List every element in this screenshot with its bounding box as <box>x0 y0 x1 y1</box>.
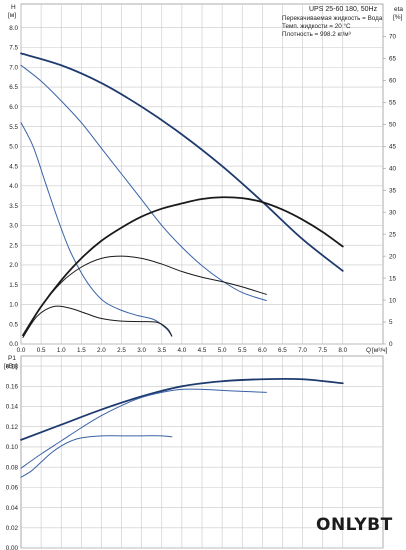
y-right-tick-label: 55 <box>389 100 397 107</box>
power-curve-2 <box>20 435 173 478</box>
x-label: Q <box>366 347 371 354</box>
p1-tick-label: 0.02 <box>6 525 19 532</box>
y-left-tick-label: 3.0 <box>9 223 18 230</box>
y-right-tick-label: 65 <box>389 56 397 63</box>
y-right-tick-label: 50 <box>389 122 397 129</box>
p1-tick-label: 0.00 <box>6 545 19 550</box>
y-right-tick-label: 20 <box>389 253 397 260</box>
x-tick-label: 2.0 <box>97 347 106 354</box>
efficiency-curve-5 <box>22 305 173 338</box>
x-tick-label: 1.0 <box>57 347 66 354</box>
p1-tick-label: 0.08 <box>6 464 19 471</box>
head-chart-grid: 0.0 0.5 1.0 1.5 2.0 2.5 3.0 3.5 4.0 4.5 5.0 5.5 6.0 6… <box>9 3 397 354</box>
note-density: Плотность = 998.2 кг/м³ <box>282 31 351 38</box>
y-left-label: H <box>11 4 16 11</box>
note-fluid: Перекачиваемая жидкость = Вода <box>282 15 383 22</box>
y-right-label: eta <box>394 6 403 13</box>
y-right-tick-label: 35 <box>389 187 397 194</box>
y-left-tick-label: 4.0 <box>9 183 18 190</box>
x-tick-label: 3.5 <box>157 347 166 354</box>
y-left-tick-label: 7.0 <box>9 64 18 71</box>
y-left-tick-label: 3.5 <box>9 203 18 210</box>
y-left-tick-label: 2.0 <box>9 262 18 269</box>
p1-tick-label: 0.14 <box>6 404 19 411</box>
x-tick-label: 4.0 <box>178 347 187 354</box>
p1-tick-label: 0.18 <box>6 363 19 370</box>
x-unit: [м³/ч] <box>372 347 388 354</box>
y-right-tick-label: 15 <box>389 275 397 282</box>
y-right-tick-label: 30 <box>389 209 397 216</box>
p1-tick-label: 0.04 <box>6 505 19 512</box>
y-left-tick-label: 2.5 <box>9 242 18 249</box>
x-tick-label: 7.5 <box>318 347 327 354</box>
y-left-tick-label: 0.0 <box>9 341 18 348</box>
head-curve-2 <box>20 122 173 337</box>
head-curve-1 <box>20 64 267 302</box>
y-left-tick-label: 5.5 <box>9 124 18 131</box>
x-tick-label: 0.0 <box>17 347 26 354</box>
efficiency-curve-3 <box>22 196 344 337</box>
y-right-tick-label: 45 <box>389 144 397 151</box>
y-right-tick-label: 40 <box>389 165 397 172</box>
y-left-tick-label: 0.5 <box>9 321 18 328</box>
y-right-tick-label: 0 <box>389 341 393 348</box>
p1-tick-label: 0.10 <box>6 444 19 451</box>
x-tick-label: 1.5 <box>77 347 86 354</box>
efficiency-curve-4 <box>22 255 267 336</box>
y-right-tick-label: 10 <box>389 297 397 304</box>
y-left-unit: [м] <box>8 12 16 19</box>
p1-tick-label: 0.06 <box>6 485 19 492</box>
x-tick-label: 5.0 <box>218 347 227 354</box>
p1-tick-label: 0.12 <box>6 424 19 431</box>
x-tick-label: 7.0 <box>298 347 307 354</box>
x-tick-label: 3.0 <box>137 347 146 354</box>
x-tick-label: 6.0 <box>258 347 267 354</box>
p1-tick-label: 0.16 <box>6 384 19 391</box>
watermark-logo: ONLYBT <box>316 515 393 535</box>
x-tick-label: 8.0 <box>338 347 347 354</box>
y-right-tick-label: 5 <box>389 319 393 326</box>
curve-layer <box>20 52 344 478</box>
y-left-tick-label: 4.5 <box>9 163 18 170</box>
y-left-tick-label: 6.0 <box>9 104 18 111</box>
power-curve-0 <box>20 377 344 441</box>
p1-unit: [кВт] <box>4 363 18 370</box>
y-left-tick-label: 8.0 <box>9 25 18 32</box>
y-right-unit: [%] <box>393 14 403 21</box>
y-right-tick-label: 60 <box>389 78 397 85</box>
x-tick-label: 2.5 <box>117 347 126 354</box>
y-left-tick-label: 6.5 <box>9 84 18 91</box>
y-right-tick-label: 25 <box>389 231 397 238</box>
y-left-tick-label: 1.0 <box>9 302 18 309</box>
x-tick-label: 6.5 <box>278 347 287 354</box>
p1-label: P1 <box>8 355 16 362</box>
y-right-tick-label: 70 <box>389 34 397 41</box>
y-left-tick-label: 1.5 <box>9 282 18 289</box>
y-left-tick-label: 7.5 <box>9 45 18 52</box>
x-tick-label: 4.5 <box>198 347 207 354</box>
x-tick-label: 0.5 <box>37 347 46 354</box>
x-tick-label: 5.5 <box>238 347 247 354</box>
y-left-tick-label: 5.0 <box>9 144 18 151</box>
head-curve-0 <box>20 52 344 272</box>
power-chart-grid: 0.00 0.02 0.04 0.06 0.08 0.10 0.12 0.14 0.16 0.18 <box>6 355 384 550</box>
power-curve-1 <box>20 388 267 469</box>
chart-title: UPS 25-60 180, 50Hz <box>309 6 378 13</box>
note-temperature: Темп. жидкости = 20 °C <box>282 22 351 30</box>
